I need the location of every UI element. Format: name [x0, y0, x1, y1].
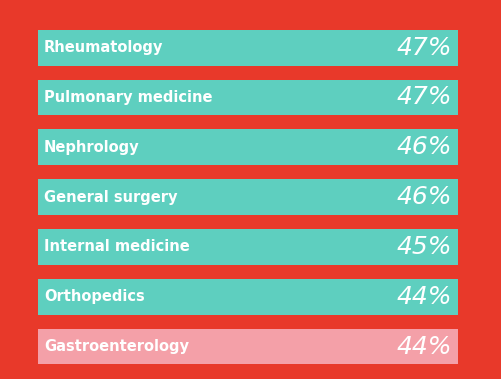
Bar	[38, 229, 458, 265]
Text: 47%: 47%	[397, 85, 452, 110]
Text: 44%: 44%	[397, 285, 452, 309]
Text: Nephrology: Nephrology	[44, 140, 139, 155]
Text: General surgery: General surgery	[44, 190, 177, 205]
Bar	[38, 80, 458, 115]
Text: 46%: 46%	[397, 185, 452, 209]
Text: Gastroenterology: Gastroenterology	[44, 339, 189, 354]
Bar	[38, 179, 458, 215]
Text: Orthopedics: Orthopedics	[44, 289, 145, 304]
Bar	[38, 129, 458, 165]
Bar	[38, 279, 458, 315]
Text: 46%: 46%	[397, 135, 452, 159]
Text: Internal medicine: Internal medicine	[44, 240, 190, 254]
Text: 44%: 44%	[397, 335, 452, 359]
Text: 45%: 45%	[397, 235, 452, 259]
Bar	[38, 30, 458, 66]
Text: Rheumatology: Rheumatology	[44, 40, 163, 55]
Text: 47%: 47%	[397, 36, 452, 60]
Text: Pulmonary medicine: Pulmonary medicine	[44, 90, 212, 105]
Bar	[38, 329, 458, 365]
